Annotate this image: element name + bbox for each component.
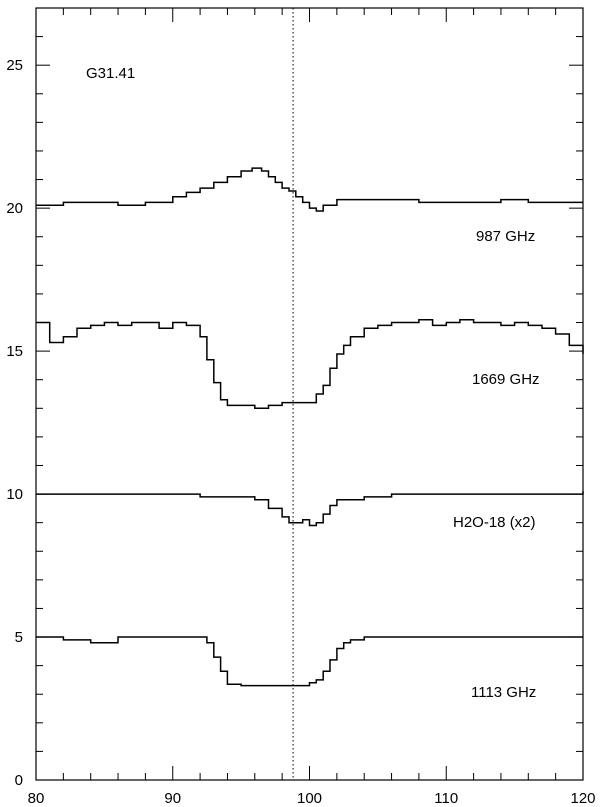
series-label: 1669 GHz (472, 371, 540, 388)
series-labels: 987 GHz 1669 GHz H2O-18 (x2) 1113 GHz (453, 228, 540, 701)
x-tick-label: 110 (434, 790, 458, 807)
y-tick-label: 25 (6, 57, 23, 74)
series-label: 1113 GHz (471, 684, 536, 701)
x-tick-label: 100 (297, 790, 322, 807)
axis-ticks (35, 7, 584, 781)
y-tick-label: 20 (6, 200, 23, 217)
series-line (36, 318, 584, 410)
y-tick-label: 5 (15, 629, 23, 646)
plot-frame (35, 7, 584, 781)
x-tick-label: 120 (570, 790, 595, 807)
series-line (36, 491, 584, 527)
series-line (36, 636, 583, 687)
y-tick-label: 0 (15, 772, 23, 789)
chart-title: G31.41 (86, 65, 135, 82)
series-lines (36, 167, 584, 687)
y-tick-label: 15 (6, 343, 23, 360)
series-line (36, 167, 583, 212)
series-label: 987 GHz (476, 228, 535, 245)
axis-tick-labels: 80 90 100 110 120 0 5 10 15 20 25 (6, 57, 595, 807)
x-tick-label: 80 (28, 790, 45, 807)
series-label: H2O-18 (x2) (453, 514, 536, 531)
y-tick-label: 10 (6, 486, 23, 503)
x-tick-label: 90 (164, 790, 181, 807)
